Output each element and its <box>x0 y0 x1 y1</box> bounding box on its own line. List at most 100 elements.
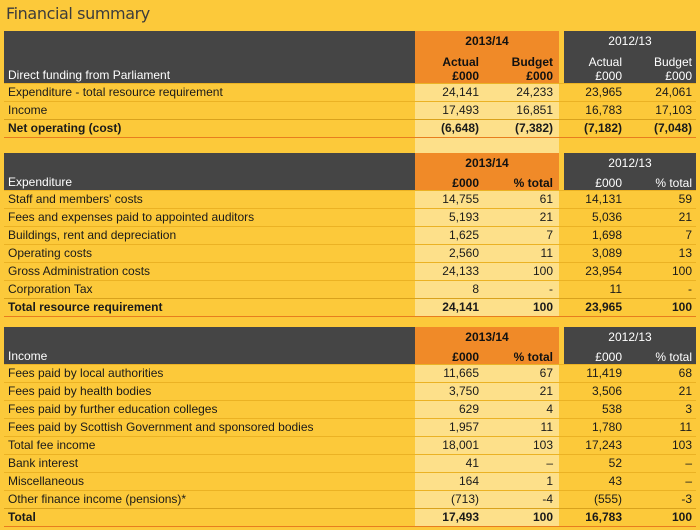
cell-prior-2: – <box>685 474 692 488</box>
cell-current-1: (713) <box>415 491 485 508</box>
column-gap <box>559 120 564 137</box>
table-row: Fees paid by local authorities 11,665 67 11… <box>4 364 696 382</box>
cell-prior-1: 1,780 <box>591 420 622 434</box>
column-header-line: Actual <box>588 55 622 69</box>
cell-prior-1: (7,182) <box>583 121 622 135</box>
cell-current-1: 24,133 <box>415 263 485 280</box>
period-header-row: 2013/14 2012/13 <box>4 31 696 51</box>
cell-current-2: 100 <box>485 299 559 316</box>
cell-current-1: 17,493 <box>415 509 485 526</box>
cell-current-1: 24,141 <box>415 299 485 316</box>
column-gap <box>559 84 564 101</box>
cell-prior-1: 16,783 <box>585 510 622 524</box>
period-header-row: 2013/14 2012/13 <box>4 327 696 347</box>
total-rule <box>4 137 696 138</box>
cell-prior-1: 17,243 <box>585 438 622 452</box>
row-label: Corporation Tax <box>8 282 93 296</box>
period-current-header: 2013/14 <box>415 31 559 51</box>
table-row: Fees paid by Scottish Government and spo… <box>4 418 696 436</box>
column-header-line: Budget <box>511 55 553 69</box>
cell-prior-2: 100 <box>671 300 692 314</box>
column-gap <box>559 51 564 83</box>
row-label: Fees paid by health bodies <box>8 384 152 398</box>
table-row: Operating costs 2,560 11 3,089 13 <box>4 244 696 262</box>
table-row: Gross Administration costs 24,133 100 23,95… <box>4 262 696 280</box>
column-gap <box>559 473 564 490</box>
cell-current-2: 24,233 <box>485 84 559 101</box>
period-header-row: 2013/14 2012/13 <box>4 153 696 173</box>
header-spacer <box>4 153 415 173</box>
cell-current-1: 2,560 <box>415 245 485 262</box>
column-header-line: £000 <box>526 69 553 83</box>
column-header-line: £000 <box>665 69 692 83</box>
column-header-line: Budget <box>653 55 692 69</box>
column-header: % total <box>485 347 559 364</box>
cell-current-2: 21 <box>485 209 559 226</box>
row-label: Income <box>8 103 48 117</box>
table-row: Total fee income 18,001 103 17,243 103 <box>4 436 696 454</box>
table-row: Expenditure - total resource requirement… <box>4 83 696 101</box>
column-header: % total <box>628 347 696 364</box>
row-label: Total fee income <box>8 438 96 452</box>
column-gap <box>559 437 564 454</box>
cell-current-2: 7 <box>485 227 559 244</box>
table-row: Corporation Tax 8-11- <box>4 280 696 298</box>
cell-current-2: 61 <box>485 191 559 208</box>
column-header-row: Expenditure £000 % total £000 % total <box>4 173 696 190</box>
cell-current-2: 11 <box>485 245 559 262</box>
row-label: Total resource requirement <box>8 300 163 314</box>
table-row: Other finance income (pensions)* (713) -4 (… <box>4 490 696 508</box>
cell-current-1: 41 <box>415 455 485 472</box>
cell-prior-2: 100 <box>671 510 692 524</box>
column-gap <box>559 245 564 262</box>
cell-current-2: 100 <box>485 509 559 526</box>
cell-current-2: - <box>485 281 559 298</box>
cell-prior-1: 23,965 <box>585 85 622 99</box>
cell-prior-2: - <box>688 282 692 296</box>
column-gap <box>559 491 564 508</box>
column-header: Actual £000 <box>415 51 485 83</box>
cell-current-2: 67 <box>485 365 559 382</box>
parliament-funding-table: 2013/14 2012/13 Direct funding from Parlia… <box>4 31 696 138</box>
cell-prior-1: 538 <box>601 402 622 416</box>
cell-prior-1: 3,506 <box>591 384 622 398</box>
column-header: Budget £000 <box>485 51 559 83</box>
column-header: % total <box>628 173 696 190</box>
period-prior-header: 2012/13 <box>608 34 652 48</box>
cell-prior-2: 103 <box>671 438 692 452</box>
table-row: Fees and expenses paid to appointed audi… <box>4 208 696 226</box>
cell-current-1: (6,648) <box>415 120 485 137</box>
column-gap <box>559 102 564 119</box>
column-gap <box>559 209 564 226</box>
total-rule <box>4 316 696 317</box>
cell-prior-2: 24,061 <box>655 85 692 99</box>
row-label: Fees and expenses paid to appointed audi… <box>8 210 255 224</box>
period-current-header: 2013/14 <box>415 153 559 173</box>
column-header: £000 <box>415 173 485 190</box>
cell-prior-1: 52 <box>608 456 622 470</box>
section-heading: Income <box>8 349 48 363</box>
cell-current-1: 164 <box>415 473 485 490</box>
column-header: £000 <box>564 173 628 190</box>
row-label: Other finance income (pensions)* <box>8 492 187 506</box>
column-gap <box>559 191 564 208</box>
column-gap <box>559 365 564 382</box>
table-row: Staff and members' costs 14,755 61 14,131 59 <box>4 190 696 208</box>
cell-prior-1: 11,419 <box>586 366 622 380</box>
cell-prior-2: -3 <box>681 492 692 506</box>
cell-prior-2: 59 <box>678 192 692 206</box>
cell-current-1: 8 <box>415 281 485 298</box>
header-spacer <box>4 327 415 347</box>
cell-current-1: 5,193 <box>415 209 485 226</box>
cell-prior-2: (7,048) <box>653 121 692 135</box>
cell-current-2: 11 <box>485 419 559 436</box>
cell-current-2: 103 <box>485 437 559 454</box>
table-row: Fees paid by further education colleges 6… <box>4 400 696 418</box>
column-header-line: £000 <box>595 350 622 364</box>
column-gap <box>559 153 564 173</box>
cell-current-2: (7,382) <box>485 120 559 137</box>
row-label: Fees paid by local authorities <box>8 366 164 380</box>
column-gap <box>559 227 564 244</box>
column-header-line: % total <box>513 176 553 190</box>
column-header-line: £000 <box>595 69 622 83</box>
